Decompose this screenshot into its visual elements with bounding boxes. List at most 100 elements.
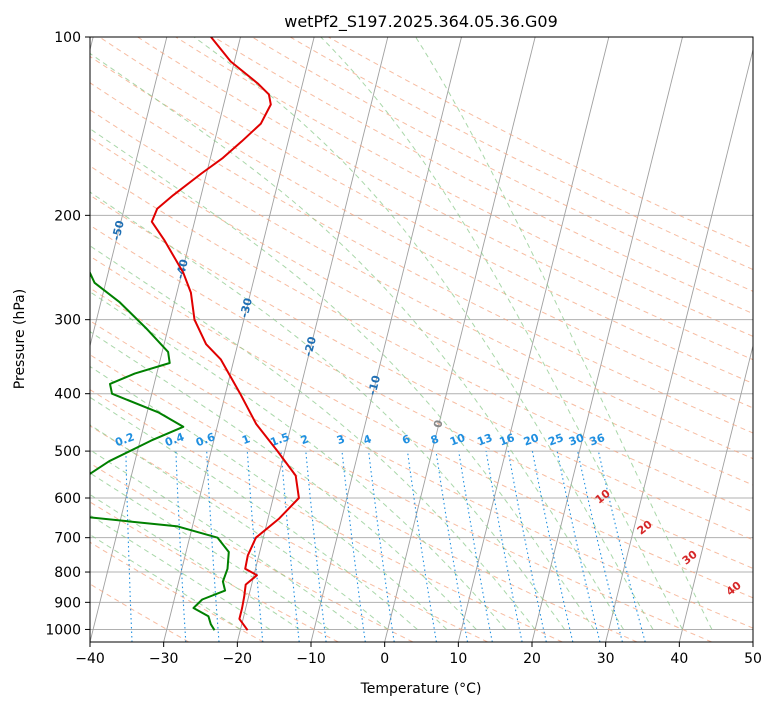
dry-adiabat-line — [213, 37, 753, 315]
isotherm-line — [163, 37, 315, 642]
dry-adiabat-line — [90, 194, 753, 541]
x-tick-label: −10 — [296, 651, 326, 667]
moist-adiabat-line — [90, 514, 271, 630]
mixing-ratio-line — [507, 451, 547, 642]
dry-adiabat-label: 30 — [680, 548, 700, 568]
mixing-ratio-label: 6 — [400, 432, 412, 447]
isotherm-line — [531, 37, 683, 642]
isotherm-label: -60 — [45, 180, 63, 203]
mixing-ratio-line — [246, 451, 264, 642]
mixing-ratio-line — [280, 451, 300, 642]
dry-adiabat-line — [90, 501, 339, 642]
moist-adiabat-line — [90, 52, 624, 630]
mixing-ratio-label: 1.5 — [268, 430, 291, 449]
mixing-ratio-line — [435, 451, 469, 642]
moist-adiabat-line — [90, 472, 330, 630]
isotherm-line — [90, 37, 168, 348]
moist-adiabat-line — [90, 191, 566, 630]
dry-adiabat-line — [90, 541, 264, 642]
mixing-ratio-label: 8 — [429, 432, 441, 447]
mixing-ratio-line — [597, 450, 646, 642]
isotherm-label: -20 — [302, 335, 320, 358]
mixing-ratio-line — [556, 450, 601, 642]
dry-adiabat-line — [175, 37, 753, 337]
isotherm-label: -50 — [109, 219, 127, 242]
mixing-ratio-label: 0.2 — [113, 430, 136, 449]
dry-adiabat-line — [90, 389, 563, 642]
y-tick-label: 700 — [54, 531, 81, 547]
x-tick-label: 20 — [523, 651, 541, 667]
moist-adiabat-line — [90, 245, 536, 630]
isotherm-line — [605, 47, 753, 642]
dry-adiabat-line — [90, 287, 753, 629]
isotherm-label: -30 — [238, 296, 256, 319]
dry-adiabat-line — [90, 82, 753, 434]
dry-adiabat-line — [90, 320, 712, 642]
isotherm-line — [678, 343, 753, 642]
x-tick-label: 10 — [449, 651, 467, 667]
mixing-ratio-line — [458, 451, 493, 642]
dry-adiabat-line — [90, 462, 414, 642]
mixing-ratio-line — [206, 451, 220, 642]
dry-adiabat-line — [90, 224, 753, 569]
x-tick-label: 50 — [744, 651, 762, 667]
y-tick-label: 400 — [54, 387, 81, 403]
mixing-ratio-label: 20 — [522, 431, 541, 449]
mixing-ratio-line — [305, 451, 327, 642]
moist-adiabat-line — [90, 534, 241, 630]
isotherm-line — [90, 37, 241, 642]
dewpoint-profile-line — [90, 270, 230, 631]
mixing-ratio-label: 0.6 — [194, 430, 217, 449]
y-tick-label: 900 — [54, 595, 81, 611]
x-tick-label: 30 — [597, 651, 615, 667]
y-axis-label: Pressure (hPa) — [12, 289, 28, 389]
plot-frame — [89, 36, 754, 643]
isotherm-line — [384, 37, 536, 642]
mixing-ratio-line — [406, 451, 437, 642]
mixing-ratio-label: 36 — [588, 431, 607, 449]
mixing-ratio-line — [368, 451, 395, 642]
mixing-ratio-line — [577, 450, 623, 642]
isotherm-line — [236, 37, 389, 642]
dry-adiabat-line — [289, 37, 753, 271]
mixing-ratio-line — [175, 451, 187, 642]
mixing-ratio-line — [485, 451, 523, 642]
mixing-ratio-label: 10 — [448, 431, 467, 449]
y-tick-label: 1000 — [45, 622, 81, 638]
isotherm-line — [310, 37, 462, 642]
temperature-profile-line — [150, 37, 300, 631]
chart-axes: −40 −30 −20 −10 0 10 20 30 40 5010020030040050060… — [45, 30, 762, 667]
dry-adiabat-line — [90, 255, 753, 599]
x-tick-label: 0 — [380, 651, 389, 667]
moist-adiabat-line — [90, 331, 477, 630]
y-tick-label: 500 — [54, 444, 81, 460]
moist-adiabat-line — [90, 291, 507, 630]
mixing-ratio-label: 13 — [475, 431, 494, 448]
dry-adiabat-label: 40 — [724, 579, 744, 599]
moist-adiabat-line — [90, 128, 595, 630]
x-tick-label: −30 — [149, 651, 179, 667]
y-tick-label: 600 — [54, 491, 81, 507]
moist-adiabat-line — [193, 37, 654, 630]
dry-adiabat-line — [90, 354, 638, 642]
y-tick-label: 100 — [54, 30, 81, 46]
mixing-ratio-line — [531, 450, 574, 642]
chart-title: wetPf2_S197.2025.364.05.36.G09 — [284, 12, 558, 32]
x-tick-label: −40 — [75, 651, 105, 667]
isotherm-label: 0 — [431, 418, 446, 429]
mixing-ratio-line — [341, 451, 366, 642]
mixing-ratio-label: 2 — [299, 432, 311, 447]
chart-series — [90, 37, 300, 631]
x-axis-label: Temperature (°C) — [360, 681, 482, 697]
dry-adiabat-line — [90, 425, 488, 642]
moist-adiabat-line — [415, 37, 713, 630]
moist-adiabat-line — [90, 424, 389, 630]
dry-adiabat-line — [328, 37, 753, 249]
chart-grid — [90, 37, 753, 642]
mixing-ratio-label: 3 — [335, 432, 347, 447]
moist-adiabat-line — [320, 37, 683, 630]
y-tick-label: 300 — [54, 313, 81, 329]
isotherm-label: -10 — [366, 374, 384, 397]
dry-adiabat-line — [90, 55, 753, 409]
